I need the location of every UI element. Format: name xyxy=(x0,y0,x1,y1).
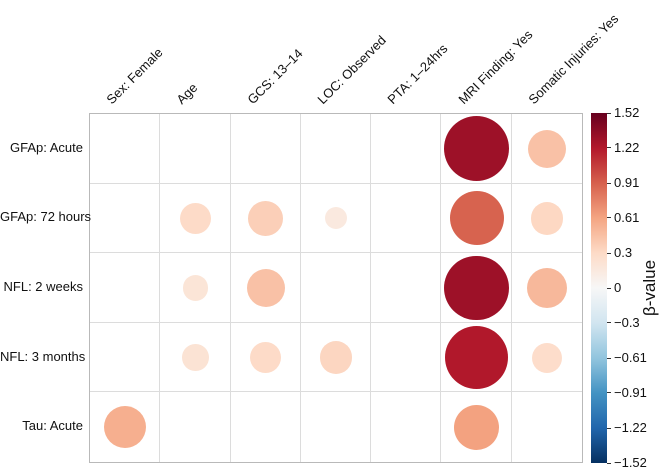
bubble xyxy=(248,201,284,236)
colorbar-tick-label: 1.52 xyxy=(614,105,640,120)
colorbar-tick-label: 0.3 xyxy=(614,245,633,261)
matrix-cell xyxy=(90,253,161,323)
matrix-cell xyxy=(230,322,301,393)
matrix-cell xyxy=(512,392,582,462)
bubble xyxy=(104,406,147,449)
colorbar-tick-mark xyxy=(607,147,611,149)
column-label: Sex: Female xyxy=(103,44,166,107)
matrix-cell xyxy=(511,323,582,393)
matrix-cell xyxy=(371,114,442,184)
row-label: GFAp: 72 hours xyxy=(0,209,92,225)
colorbar-tick-label: −0.3 xyxy=(614,314,640,330)
row-label: Tau: Acute xyxy=(22,418,83,434)
column-label: PTA: 1–24hrs xyxy=(384,40,451,107)
colorbar-tick-mark xyxy=(607,217,611,219)
matrix-cell xyxy=(441,322,512,393)
colorbar-tick-label: −0.91 xyxy=(614,384,647,400)
matrix-cell xyxy=(90,322,161,393)
matrix-cell xyxy=(230,114,301,184)
row-label: GFAp: Acute xyxy=(10,139,83,155)
column-label: MRI Finding: Yes xyxy=(454,26,536,108)
bubble xyxy=(444,116,510,182)
colorbar-tick-mark xyxy=(607,462,611,464)
colorbar-tick-label: −1.52 xyxy=(614,455,647,470)
matrix-cell xyxy=(441,114,512,184)
matrix-cell xyxy=(371,322,442,393)
column-label: Age xyxy=(173,80,201,107)
matrix-cell xyxy=(90,392,161,462)
matrix-cell xyxy=(511,114,582,184)
matrix-cell xyxy=(441,253,512,323)
colorbar-tick-mark xyxy=(607,322,611,324)
row-label: NFL: 2 weeks xyxy=(3,279,83,294)
matrix-cell xyxy=(160,183,231,254)
bubble xyxy=(530,202,563,235)
matrix-cell xyxy=(301,392,372,462)
bubble xyxy=(454,404,499,450)
bubble xyxy=(246,268,285,308)
matrix-cell xyxy=(371,253,442,323)
matrix-cell xyxy=(160,322,231,393)
bubble xyxy=(319,341,353,374)
matrix-cell xyxy=(160,114,231,184)
colorbar-axis-label-text: β-value xyxy=(640,259,659,317)
matrix-cell xyxy=(300,322,372,393)
column-label: Somatic Injuries: Yes xyxy=(525,11,622,107)
column-label: LOC: Observed xyxy=(314,32,389,107)
matrix-cell xyxy=(300,183,372,254)
matrix-cell xyxy=(511,253,582,323)
matrix-cell xyxy=(90,183,161,254)
bubble xyxy=(526,267,567,309)
row-label: NFL: 3 months xyxy=(0,348,86,364)
column-label: GCS: 13–14 xyxy=(244,45,306,107)
colorbar-gradient xyxy=(591,113,607,463)
colorbar-tick-mark xyxy=(607,427,611,429)
matrix-cell xyxy=(300,253,372,323)
colorbar-tick-mark xyxy=(607,357,611,359)
colorbar-tick-mark xyxy=(607,112,611,114)
bubble xyxy=(527,129,566,168)
bubble xyxy=(444,255,510,321)
bubble xyxy=(449,191,504,246)
matrix-cell xyxy=(441,183,512,254)
colorbar-tick-label: 0.91 xyxy=(614,175,640,191)
matrix-cell xyxy=(371,183,442,254)
colorbar-tick-label: 1.22 xyxy=(614,139,640,155)
matrix-cell xyxy=(90,114,161,184)
matrix-cell xyxy=(230,183,301,254)
plot-area xyxy=(89,113,583,463)
bubble xyxy=(250,341,282,374)
bubble xyxy=(179,202,212,234)
bubble xyxy=(182,344,209,371)
bubble xyxy=(445,326,509,390)
bubble xyxy=(324,207,348,230)
bubble xyxy=(531,342,562,373)
colorbar-tick-label: 0.61 xyxy=(614,209,640,225)
matrix-cell xyxy=(371,392,442,462)
matrix-cell xyxy=(300,114,372,184)
colorbar-tick-mark xyxy=(607,252,611,254)
matrix-cell xyxy=(231,392,301,462)
colorbar-tick-label: −0.61 xyxy=(614,350,647,366)
matrix-cell xyxy=(511,184,582,254)
matrix-cell xyxy=(160,253,231,323)
colorbar-tick-mark xyxy=(607,392,611,394)
colorbar-tick-mark xyxy=(607,287,611,289)
matrix-cell xyxy=(230,253,301,323)
colorbar-tick-label: 0 xyxy=(614,280,622,295)
colorbar-tick-label: −1.22 xyxy=(614,420,647,436)
colorbar-tick-mark xyxy=(607,182,611,184)
matrix-cell xyxy=(160,392,231,462)
bubble xyxy=(182,275,209,301)
matrix-cell xyxy=(441,392,512,462)
